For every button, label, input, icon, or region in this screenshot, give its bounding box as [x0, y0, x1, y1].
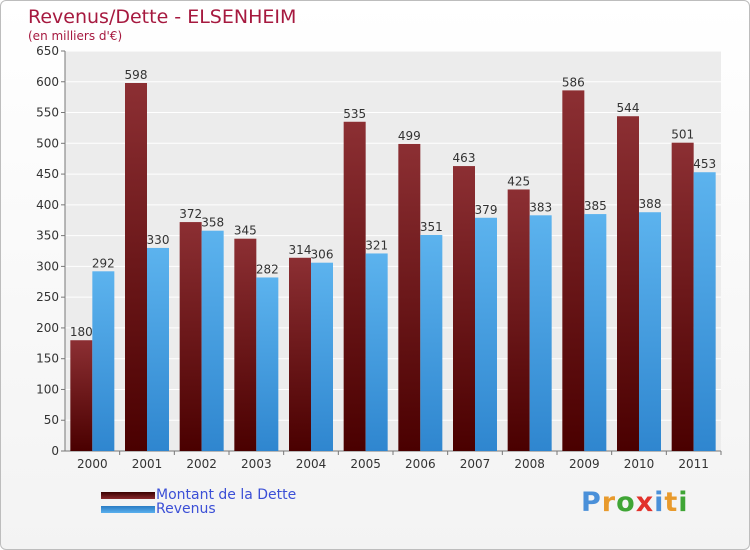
bar-revenue-2000: [92, 271, 115, 451]
legend-swatch-debt: [101, 492, 155, 499]
data-label-debt: 425: [507, 174, 530, 188]
x-tick-label: 2009: [569, 457, 600, 471]
data-label-revenue: 351: [420, 220, 443, 234]
x-tick-label: 2002: [186, 457, 217, 471]
logo-letter: i: [654, 487, 665, 518]
y-tick-label: 400: [36, 198, 59, 212]
bar-debt-2009: [562, 90, 585, 451]
x-tick-label: 2007: [460, 457, 491, 471]
bar-debt-2003: [234, 238, 257, 451]
x-tick-label: 2000: [77, 457, 108, 471]
y-tick-label: 0: [51, 444, 59, 458]
bar-debt-2007: [453, 166, 475, 452]
data-label-debt: 345: [234, 224, 257, 238]
data-label-debt: 586: [562, 75, 585, 89]
bar-revenue-2009: [584, 214, 607, 451]
y-tick-label: 450: [36, 167, 59, 181]
y-tick-label: 100: [36, 382, 59, 396]
data-label-revenue: 453: [693, 157, 716, 171]
data-label-revenue: 385: [584, 199, 607, 213]
logo-letter: x: [635, 487, 655, 518]
plot-area: [65, 51, 721, 451]
logo-letter: o: [616, 487, 636, 518]
bar-revenue-2004: [311, 262, 333, 451]
y-tick-label: 50: [44, 413, 59, 427]
bar-revenue-2001: [147, 247, 169, 451]
bar-revenue-2003: [256, 277, 279, 451]
data-label-debt: 463: [453, 151, 476, 165]
x-tick-label: 2010: [624, 457, 655, 471]
y-tick-label: 150: [36, 352, 59, 366]
bar-revenue-2008: [529, 215, 552, 451]
bar-debt-2008: [507, 189, 530, 451]
bar-revenue-2011: [693, 172, 716, 451]
data-label-debt: 180: [70, 325, 93, 339]
bar-revenue-2002: [201, 230, 224, 451]
data-label-revenue: 282: [256, 262, 279, 276]
y-tick-label: 650: [36, 44, 59, 58]
bar-revenue-2005: [365, 253, 388, 451]
data-label-revenue: 292: [92, 256, 115, 270]
x-tick-label: 2005: [350, 457, 381, 471]
x-tick-label: 2008: [514, 457, 545, 471]
logo-letter: P: [581, 487, 602, 518]
data-label-revenue: 379: [475, 203, 498, 217]
x-tick-label: 2003: [241, 457, 272, 471]
data-label-debt: 598: [125, 68, 148, 82]
y-tick-label: 350: [36, 229, 59, 243]
bar-debt-2006: [398, 143, 421, 451]
y-tick-label: 500: [36, 136, 59, 150]
data-label-debt: 499: [398, 129, 421, 143]
y-tick-label: 200: [36, 321, 59, 335]
bar-debt-2011: [671, 142, 694, 451]
legend-label-debt: Montant de la Dette: [156, 487, 297, 503]
proxiti-logo: Proxiti: [581, 487, 689, 518]
data-label-revenue: 358: [201, 216, 224, 230]
data-label-debt: 501: [671, 128, 694, 142]
data-label-revenue: 321: [365, 238, 388, 252]
logo-letter: t: [664, 487, 679, 518]
data-label-debt: 535: [343, 107, 366, 121]
y-tick-label: 600: [36, 75, 59, 89]
y-tick-label: 550: [36, 106, 59, 120]
data-label-debt: 372: [179, 207, 202, 221]
data-label-revenue: 330: [147, 233, 170, 247]
x-tick-label: 2011: [678, 457, 709, 471]
legend-label-revenue: Revenus: [156, 501, 216, 517]
bar-debt-2004: [289, 257, 311, 451]
legend-swatch-revenue: [101, 506, 155, 513]
y-tick-label: 250: [36, 290, 59, 304]
data-label-debt: 544: [617, 101, 640, 115]
logo-letter: r: [601, 487, 617, 518]
bar-debt-2002: [179, 222, 202, 451]
y-tick-label: 300: [36, 259, 59, 273]
bar-debt-2001: [125, 83, 147, 451]
data-label-revenue: 383: [529, 200, 552, 214]
data-label-revenue: 388: [639, 197, 662, 211]
data-label-revenue: 306: [311, 248, 334, 262]
data-label-debt: 314: [289, 243, 312, 257]
bar-revenue-2007: [475, 217, 497, 451]
bar-debt-2010: [617, 116, 639, 451]
bar-debt-2005: [343, 121, 366, 452]
x-tick-label: 2006: [405, 457, 436, 471]
bar-debt-2000: [70, 340, 93, 451]
x-tick-label: 2001: [132, 457, 163, 471]
chart-title: Revenus/Dette - ELSENHEIM: [28, 6, 297, 28]
x-tick-label: 2004: [296, 457, 327, 471]
logo-letter: i: [678, 487, 689, 518]
chart-subtitle: (en milliers d'€): [28, 29, 123, 43]
bar-revenue-2010: [639, 212, 661, 451]
bar-revenue-2006: [420, 235, 443, 451]
